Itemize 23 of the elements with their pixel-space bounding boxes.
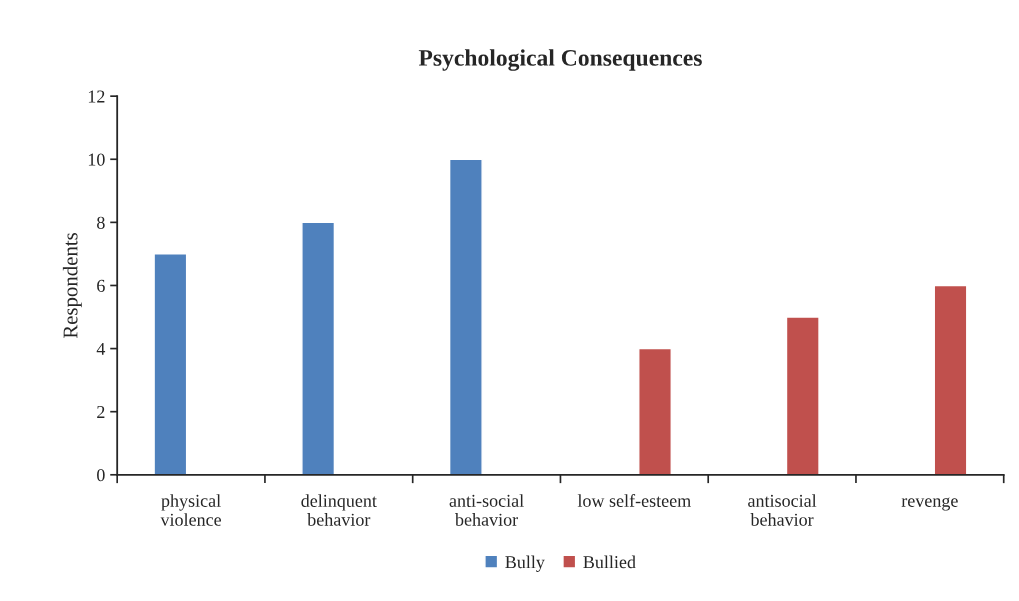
bar — [153, 253, 188, 475]
y-tick-label: 0 — [97, 469, 105, 482]
y-tick-label: 10 — [88, 153, 105, 166]
y-tick-label: 2 — [97, 405, 105, 418]
y-tick-label: 12 — [88, 90, 105, 103]
y-tick-label: 6 — [97, 279, 105, 292]
x-tick-label: low self-esteem — [577, 494, 691, 507]
x-tick-label: physical violence — [160, 494, 222, 526]
bar — [448, 158, 483, 475]
y-tick-label: 4 — [96, 342, 106, 355]
x-tick-label: antisocial behavior — [748, 494, 817, 526]
x-tick-label: anti-social behavior — [449, 494, 524, 526]
bar — [785, 316, 820, 475]
y-axis-title: Respondents — [62, 232, 82, 339]
x-tick-label: delinquent behavior — [301, 494, 377, 526]
bar — [638, 347, 672, 475]
bar — [933, 284, 968, 475]
legend-label: Bullied — [583, 555, 636, 569]
y-tick-label: 8 — [97, 216, 105, 229]
legend-label: Bully — [505, 555, 545, 572]
bar — [301, 221, 336, 475]
x-tick-label: revenge — [901, 497, 958, 511]
chart-title: Psychological Consequences — [418, 49, 702, 71]
